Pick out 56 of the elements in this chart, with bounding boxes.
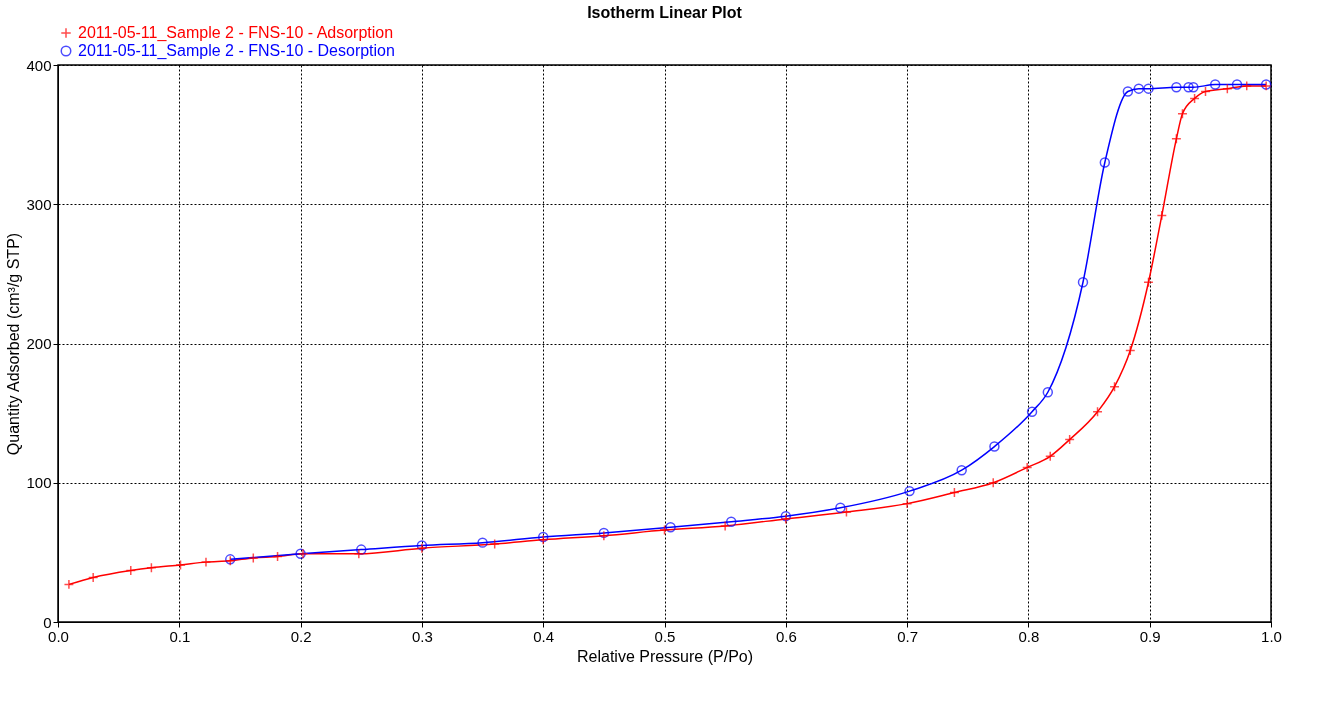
y-tick-label: 400 [26, 56, 52, 74]
point [1021, 462, 1033, 473]
point [200, 556, 212, 568]
point [1156, 210, 1168, 221]
x-tick-label: 0.7 [897, 627, 919, 645]
point [835, 502, 846, 514]
y-tick-label: 100 [26, 474, 52, 492]
point [659, 524, 670, 536]
x-tick-label: 0.2 [290, 627, 312, 645]
point [1045, 451, 1056, 462]
point [1099, 157, 1111, 168]
point [356, 544, 367, 555]
point [904, 485, 915, 497]
point [1231, 79, 1243, 90]
x-tick-label: 0.1 [169, 627, 191, 645]
point [63, 579, 75, 590]
point [1241, 80, 1252, 92]
point [988, 477, 999, 488]
point [719, 520, 731, 532]
chart-title: Isotherm Linear Plot [587, 4, 743, 21]
point [1133, 83, 1144, 94]
point [1143, 83, 1154, 94]
point [1077, 277, 1089, 288]
y-axis-title: Quantity Adsorbed (cm³/g STP) [5, 232, 23, 456]
x-tick-label: 0.3 [411, 627, 433, 645]
point [248, 552, 259, 564]
y-tick-label: 300 [26, 195, 52, 213]
point [1183, 82, 1194, 93]
point [1188, 82, 1199, 93]
point [725, 516, 737, 527]
point [1171, 133, 1182, 145]
x-tick-label: 0.9 [1139, 627, 1161, 645]
point [1143, 277, 1154, 288]
x-tick-label: 0.8 [1018, 627, 1040, 645]
point [1026, 406, 1038, 417]
point [353, 548, 365, 559]
point [1122, 86, 1134, 97]
point [1209, 79, 1221, 90]
x-tick-label: 0.5 [654, 627, 676, 645]
point [901, 498, 913, 509]
point [125, 565, 136, 576]
point [87, 572, 99, 583]
x-tick-label: 1.0 [1261, 627, 1282, 645]
point [175, 559, 186, 571]
point [956, 465, 967, 476]
point [1171, 82, 1182, 93]
x-axis-title: Relative Pressure (P/Po) [576, 647, 754, 665]
point [665, 522, 676, 533]
x-tick-label: 0.6 [775, 627, 797, 645]
legend-label: 2011-05-11_Sample 2 - FNS-10 - Desorption [78, 42, 395, 60]
y-tick-label: 200 [26, 335, 52, 352]
x-tick-label: 0.4 [533, 627, 555, 645]
legend-label: 2011-05-11_Sample 2 - FNS-10 - Adsorption [78, 24, 394, 42]
point [1042, 387, 1054, 398]
point [477, 537, 488, 548]
point [989, 441, 1000, 452]
